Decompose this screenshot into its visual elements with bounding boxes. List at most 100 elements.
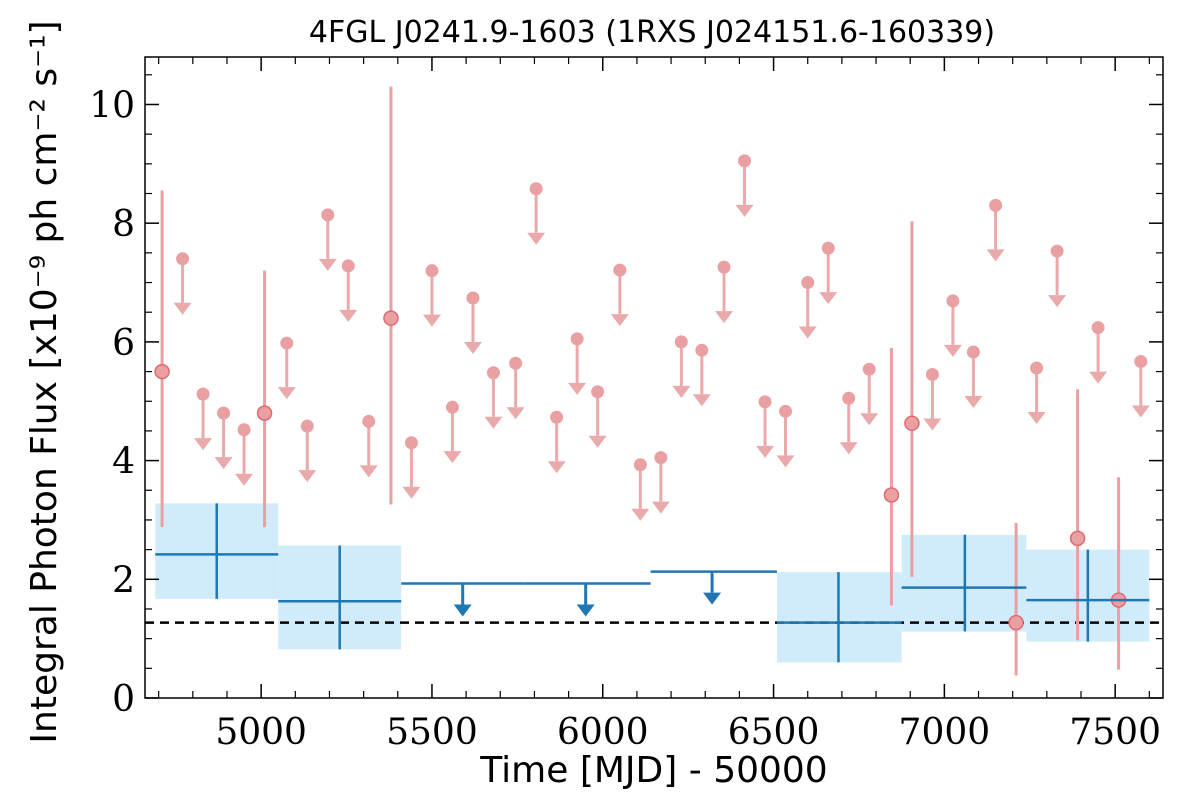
short-bin-ul-marker-13 — [425, 264, 439, 278]
short-bin-point-0 — [154, 363, 170, 380]
short-bin-upper-limit-14 — [443, 407, 462, 464]
axis-ticks: 5000 5500 6000 6500 7000 7500 0 2 4 6 8 10 — [89, 57, 1163, 753]
short-bin-upper-limit-34 — [860, 369, 879, 426]
y-tick-label-5: 10 — [89, 85, 135, 126]
short-bin-upper-limit-40 — [986, 205, 1005, 262]
short-bin-ul-marker-37 — [925, 368, 939, 382]
y-tick-label-3: 6 — [112, 323, 135, 364]
short-bin-upper-limit-10 — [359, 421, 378, 478]
short-bin-upper-limit-37 — [923, 374, 942, 431]
short-bin-ul-marker-25 — [674, 335, 688, 349]
short-bin-ul-marker-32 — [821, 241, 835, 255]
short-bin-upper-limit-9 — [339, 265, 358, 322]
x-tick-label-3: 6500 — [728, 712, 820, 753]
short-bin-upper-limit-13 — [422, 270, 441, 327]
plot-frame — [144, 56, 1164, 699]
short-bin-ul-marker-21 — [591, 385, 605, 399]
short-bin-upper-limit-39 — [964, 351, 983, 408]
plot-area — [145, 86, 1163, 676]
short-bin-upper-limit-2 — [194, 394, 213, 451]
chart-title: 4FGL J0241.9-1603 (1RXS J024151.6-160339… — [309, 15, 995, 50]
short-bin-ul-marker-6 — [280, 336, 294, 350]
short-bin-ul-marker-47 — [1134, 354, 1148, 368]
short-bin-point-5 — [256, 405, 273, 421]
short-bin-ul-marker-40 — [989, 198, 1003, 212]
short-bin-ul-marker-8 — [321, 208, 335, 222]
short-bin-ul-marker-19 — [550, 410, 564, 424]
short-bin-upper-limit-21 — [588, 391, 607, 448]
x-tick-label-1: 5500 — [386, 712, 478, 753]
short-bin-ul-marker-9 — [341, 259, 355, 273]
short-bin-upper-limit-8 — [318, 214, 337, 271]
long-bin-upper-limit-4 — [703, 571, 722, 605]
short-bin-upper-limit-20 — [568, 338, 587, 395]
short-bin-upper-limit-23 — [631, 464, 650, 521]
short-bin-ul-marker-29 — [758, 395, 772, 409]
y-tick-label-2: 4 — [112, 442, 135, 483]
short-bin-upper-limit-19 — [547, 417, 566, 474]
short-bin-upper-limit-47 — [1131, 361, 1150, 418]
short-bin-upper-limit-25 — [672, 341, 691, 398]
y-tick-label-4: 8 — [112, 204, 135, 245]
short-bin-upper-limit-22 — [610, 270, 629, 327]
short-bin-ul-marker-24 — [654, 451, 668, 465]
short-bin-upper-limit-15 — [463, 297, 482, 354]
short-bin-ul-marker-14 — [445, 400, 459, 414]
short-bin-ul-marker-23 — [633, 458, 647, 472]
long-bin-upper-limit-2 — [453, 583, 472, 617]
short-bin-upper-limit-12 — [402, 442, 421, 499]
long-bin-upper-limit-3 — [576, 583, 595, 617]
short-bin-ul-marker-16 — [486, 366, 500, 380]
short-bin-ul-marker-34 — [862, 362, 876, 376]
short-bin-ul-marker-2 — [196, 387, 210, 401]
short-bin-upper-limit-43 — [1048, 251, 1067, 308]
short-bin-ul-marker-39 — [966, 345, 980, 359]
x-tick-label-0: 5000 — [215, 712, 307, 753]
short-bin-upper-limit-31 — [798, 282, 817, 339]
short-bin-upper-limit-45 — [1089, 327, 1108, 384]
short-bin-upper-limit-26 — [692, 350, 711, 407]
short-bin-ul-marker-18 — [529, 182, 543, 196]
short-bin-ul-marker-30 — [779, 404, 793, 418]
short-bin-ul-marker-26 — [695, 343, 709, 357]
short-bin-ul-marker-42 — [1030, 361, 1044, 375]
short-bin-upper-limit-32 — [819, 248, 838, 305]
short-bin-upper-limit-42 — [1027, 368, 1046, 425]
short-bin-ul-marker-3 — [217, 406, 231, 420]
short-bin-ul-marker-12 — [404, 436, 418, 450]
short-bin-upper-limit-33 — [839, 398, 858, 455]
short-bin-ul-marker-28 — [738, 154, 752, 168]
short-bin-point-41 — [1008, 614, 1024, 631]
short-bin-ul-marker-38 — [946, 294, 960, 308]
short-bin-ul-marker-17 — [509, 356, 523, 370]
short-bin-upper-limit-7 — [298, 426, 317, 483]
short-bin-ul-marker-31 — [801, 276, 815, 290]
y-tick-label-0: 0 — [112, 679, 135, 720]
x-tick-label-2: 6000 — [557, 712, 649, 753]
y-tick-label-1: 2 — [112, 560, 135, 601]
short-bin-ul-marker-22 — [613, 263, 627, 277]
x-tick-label-5: 7500 — [1069, 712, 1161, 753]
short-bin-ul-marker-1 — [176, 252, 190, 266]
short-bin-upper-limit-4 — [235, 429, 254, 486]
short-bin-upper-limit-38 — [943, 300, 962, 357]
short-bin-upper-limit-30 — [776, 411, 795, 468]
short-bin-upper-limit-1 — [173, 258, 192, 315]
short-bin-upper-limit-16 — [484, 372, 503, 429]
short-bin-point-35 — [883, 487, 900, 503]
short-bin-upper-limit-18 — [527, 188, 546, 245]
short-bin-ul-marker-15 — [466, 291, 480, 305]
short-bin-upper-limit-27 — [715, 267, 734, 324]
short-bin-ul-marker-7 — [300, 419, 314, 433]
short-bin-point-11 — [383, 310, 399, 326]
short-bin-ul-marker-4 — [237, 423, 251, 437]
short-bin-upper-limit-28 — [735, 160, 754, 217]
x-axis-label: Time [MJD] - 50000 — [479, 750, 827, 791]
short-bin-upper-limit-6 — [277, 343, 296, 400]
short-bin-point-36 — [904, 415, 920, 431]
short-bin-upper-limit-17 — [506, 363, 525, 420]
short-bin-ul-marker-27 — [717, 260, 731, 274]
short-bin-point-44 — [1069, 530, 1086, 547]
short-bin-upper-limit-3 — [214, 413, 233, 470]
